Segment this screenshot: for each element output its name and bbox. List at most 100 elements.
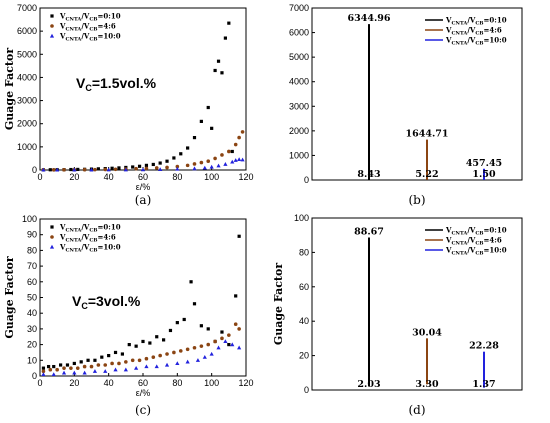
data-point xyxy=(164,362,170,367)
x-tick-label: 40 xyxy=(104,172,114,182)
data-point xyxy=(199,324,203,328)
data-point xyxy=(216,345,221,350)
data-point xyxy=(96,167,100,171)
data-point xyxy=(223,339,228,344)
legend-entry: VCNTA/VCB=10:0 xyxy=(445,246,507,257)
y-tick-label: 80 xyxy=(27,245,37,255)
data-point xyxy=(134,365,139,370)
data-point xyxy=(213,156,217,161)
data-point xyxy=(165,352,169,356)
series-3 xyxy=(41,339,242,377)
legend-entry: VCNTA/VCB=10:0 xyxy=(59,243,121,254)
data-point xyxy=(140,167,146,172)
data-points xyxy=(41,21,245,172)
x-tick-label: 80 xyxy=(172,378,182,388)
data-point xyxy=(206,159,211,164)
legend-entry: VCNTA/VCB=0:10 xyxy=(59,223,121,234)
y-tick-label: 100 xyxy=(22,214,37,224)
y-tick-label: 40 xyxy=(299,316,309,326)
data-point xyxy=(93,167,97,172)
data-point xyxy=(72,370,77,375)
x-tick-label: 20 xyxy=(69,172,79,182)
min-value-label: 1.50 xyxy=(472,169,496,180)
data-point xyxy=(117,361,121,366)
data-point xyxy=(210,126,214,130)
data-point xyxy=(82,167,87,172)
y-tick-label: 6000 xyxy=(17,26,37,36)
data-point xyxy=(124,360,128,364)
data-point xyxy=(185,163,190,168)
data-point xyxy=(148,341,152,345)
data-point xyxy=(61,370,67,375)
data-point xyxy=(237,234,241,238)
data-point xyxy=(50,225,54,229)
series-2 xyxy=(41,130,245,172)
y-tick-label: 20 xyxy=(299,351,309,361)
y-tick-label: 0 xyxy=(304,175,309,185)
y-axis-label: Guage Factor xyxy=(272,263,285,345)
data-point xyxy=(52,364,56,369)
data-point xyxy=(130,358,135,363)
data-point xyxy=(103,167,108,172)
data-point xyxy=(62,366,66,370)
y-tick-label: 2000 xyxy=(17,119,37,129)
x-tick-label: 60 xyxy=(138,172,148,182)
data-point xyxy=(199,160,204,165)
data-point xyxy=(240,130,245,134)
data-point xyxy=(103,369,108,373)
data-point xyxy=(206,342,211,347)
legend-entry: VCNTA/VCB=4:6 xyxy=(59,22,116,33)
data-point xyxy=(175,164,180,169)
x-tick-label: 120 xyxy=(238,378,253,388)
series-1 xyxy=(41,21,234,172)
data-point xyxy=(106,167,111,172)
data-point xyxy=(107,353,111,358)
min-value-label: 8.43 xyxy=(357,169,380,180)
y-tick-label: 50 xyxy=(27,293,37,303)
data-point xyxy=(92,369,98,373)
data-point xyxy=(100,355,104,359)
panel-caption: (d) xyxy=(408,403,425,417)
data-point xyxy=(103,363,108,367)
x-tick-label: 40 xyxy=(104,378,114,388)
x-tick-label: 0 xyxy=(37,172,42,182)
data-point xyxy=(206,105,210,110)
data-point xyxy=(168,328,173,333)
data-point xyxy=(172,350,176,355)
data-point xyxy=(141,339,145,344)
data-point xyxy=(179,152,183,156)
data-point xyxy=(62,168,66,172)
x-tick-label: 0 xyxy=(37,378,42,388)
data-point xyxy=(209,351,214,356)
min-value-label: 2.03 xyxy=(357,379,380,390)
data-point xyxy=(144,356,149,361)
chart-panel-b: 0 1000 2000 3000 4000 5000 6000 7000 6344.96 8.43… xyxy=(289,3,523,207)
data-point xyxy=(192,162,197,166)
x-tick-label: 120 xyxy=(238,172,253,182)
chart-panel-c: 0 10 20 30 40 50 60 70 80 90 100 0 20 40 60 80 100 120 ε/%… xyxy=(3,214,254,417)
data-point xyxy=(237,345,242,350)
data-point xyxy=(178,349,183,353)
data-point xyxy=(134,166,138,171)
data-point xyxy=(113,367,118,372)
data-point xyxy=(227,149,231,154)
panel-caption: (c) xyxy=(135,403,151,417)
data-point xyxy=(155,335,159,339)
y-tick-label: 5000 xyxy=(17,49,37,59)
data-point xyxy=(131,165,135,169)
data-point xyxy=(137,164,142,168)
data-point xyxy=(113,167,118,172)
data-point xyxy=(89,364,94,369)
y-tick-label: 2000 xyxy=(289,126,309,136)
legend-entry: VCNTA/VCB=0:10 xyxy=(59,12,121,23)
data-point xyxy=(48,168,52,172)
panel-caption: (a) xyxy=(135,193,152,207)
data-point xyxy=(223,162,228,166)
data-point xyxy=(65,363,70,367)
data-point xyxy=(216,59,221,63)
data-point xyxy=(154,364,159,369)
data-point xyxy=(206,327,210,331)
y-tick-label: 40 xyxy=(27,308,37,318)
data-point xyxy=(233,158,238,162)
